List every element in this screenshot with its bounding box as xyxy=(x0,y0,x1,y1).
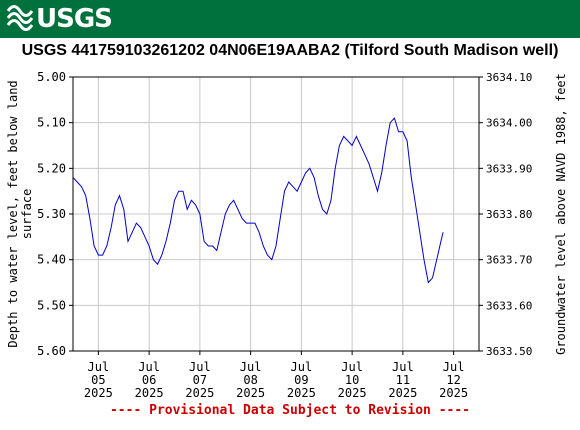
y-tick-label-left: 5.10 xyxy=(37,116,66,130)
x-tick-label-month: Jul xyxy=(392,360,414,374)
y-tick-label-right: 3633.60 xyxy=(486,299,532,312)
y-tick-label-right: 3634.00 xyxy=(486,117,532,130)
x-tick-label-month: Jul xyxy=(189,360,211,374)
y-tick-label-left: 5.40 xyxy=(37,253,66,267)
usgs-logo: USGS xyxy=(6,4,113,34)
usgs-logo-text: USGS xyxy=(36,4,113,34)
y-tick-label-right: 3633.80 xyxy=(486,208,532,221)
x-tick-label-month: Jul xyxy=(240,360,262,374)
x-tick-label-month: Jul xyxy=(291,360,313,374)
y-tick-label-right: 3633.90 xyxy=(486,162,532,175)
x-tick-label-year: 2025 xyxy=(236,386,265,400)
y-axis-title-left: Depth to water level, feet below landsur… xyxy=(6,80,34,347)
y-tick-label-left: 5.20 xyxy=(37,161,66,175)
x-tick-label-year: 2025 xyxy=(84,386,113,400)
y-tick-label-right: 3633.50 xyxy=(486,345,532,358)
x-tick-label-year: 2025 xyxy=(287,386,316,400)
x-tick-label-day: 06 xyxy=(142,373,156,387)
x-tick-label-day: 10 xyxy=(345,373,359,387)
y-tick-label-right: 3634.10 xyxy=(486,71,532,84)
water-level-line xyxy=(72,117,444,284)
chart-title: USGS 441759103261202 04N06E19AABA2 (Tilf… xyxy=(21,42,559,59)
x-tick-label-year: 2025 xyxy=(439,386,468,400)
y-tick-label-left: 5.30 xyxy=(37,207,66,221)
x-tick-label-year: 2025 xyxy=(388,386,417,400)
x-tick-label-month: Jul xyxy=(88,360,110,374)
y-axis-title-right: Groundwater level above NAVD 1988, feet xyxy=(554,73,568,355)
plot-frame xyxy=(72,76,480,352)
x-tick-label-day: 09 xyxy=(294,373,308,387)
provisional-data-note: ---- Provisional Data Subject to Revisio… xyxy=(109,403,471,418)
y-tick-label-right: 3633.70 xyxy=(486,254,532,267)
x-tick-label-month: Jul xyxy=(138,360,160,374)
x-tick-label-day: 05 xyxy=(91,373,105,387)
x-tick-label-year: 2025 xyxy=(185,386,214,400)
y-tick-label-left: 5.60 xyxy=(37,344,66,358)
x-tick-label-day: 11 xyxy=(396,373,410,387)
x-tick-label-month: Jul xyxy=(443,360,465,374)
x-tick-label-month: Jul xyxy=(341,360,363,374)
y-tick-label-left: 5.00 xyxy=(37,70,66,84)
x-tick-label-day: 12 xyxy=(446,373,460,387)
x-tick-label-day: 08 xyxy=(243,373,257,387)
usgs-wave-icon xyxy=(6,5,34,31)
y-tick-label-left: 5.50 xyxy=(37,298,66,312)
x-tick-label-year: 2025 xyxy=(338,386,367,400)
x-tick-label-day: 07 xyxy=(193,373,207,387)
x-tick-label-year: 2025 xyxy=(135,386,164,400)
usgs-banner: USGS xyxy=(0,0,580,38)
